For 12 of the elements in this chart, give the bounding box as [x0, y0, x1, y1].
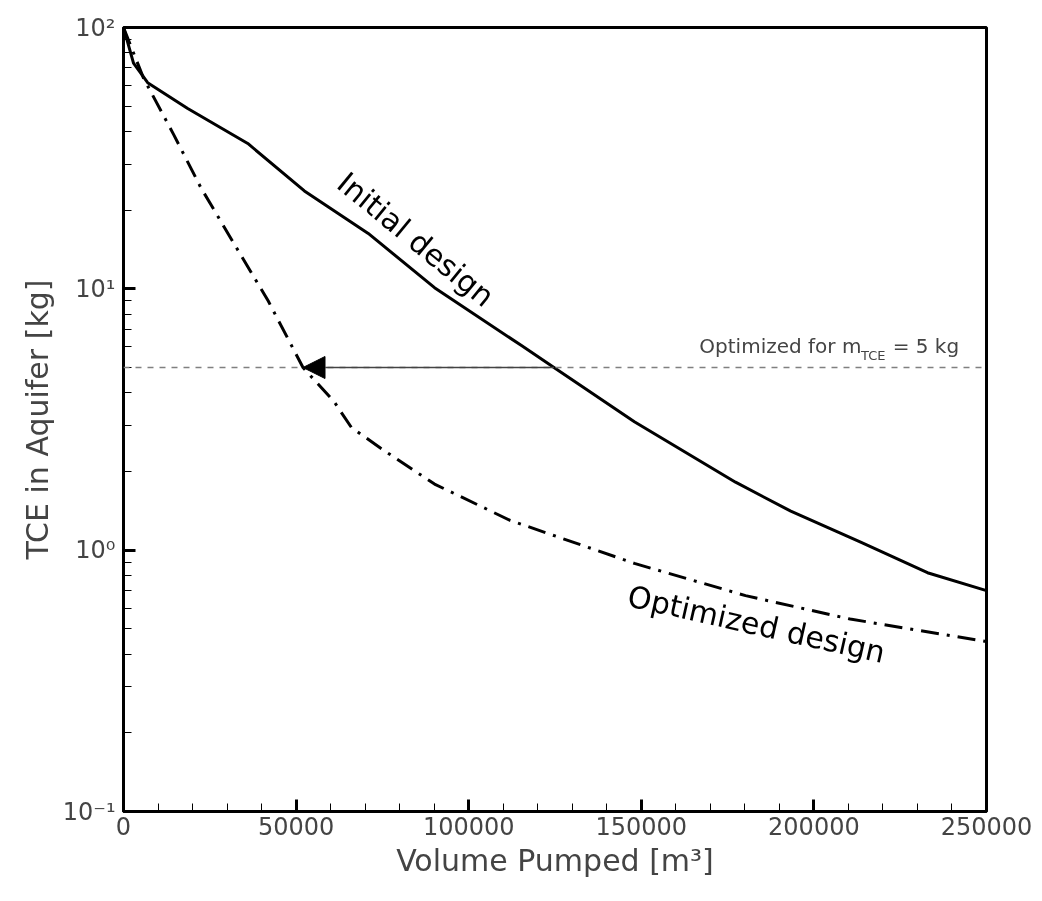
x-tick-label: 150000	[595, 812, 688, 841]
y-tick-label: 10⁰	[75, 536, 116, 565]
x-axis-title: Volume Pumped [m³]	[396, 842, 714, 878]
x-tick-label: 100000	[422, 812, 515, 841]
y-tick-label: 10¹	[75, 274, 116, 303]
y-axis-title: TCE in Aquifer [kg]	[19, 279, 55, 561]
x-tick-label: 0	[115, 812, 132, 841]
x-tick-label: 200000	[768, 812, 860, 841]
y-tick-label: 10²	[75, 13, 116, 42]
x-tick-label: 50000	[257, 812, 335, 841]
y-tick-label: 10⁻¹	[62, 797, 116, 826]
x-tick-label: 250000	[940, 812, 1033, 841]
